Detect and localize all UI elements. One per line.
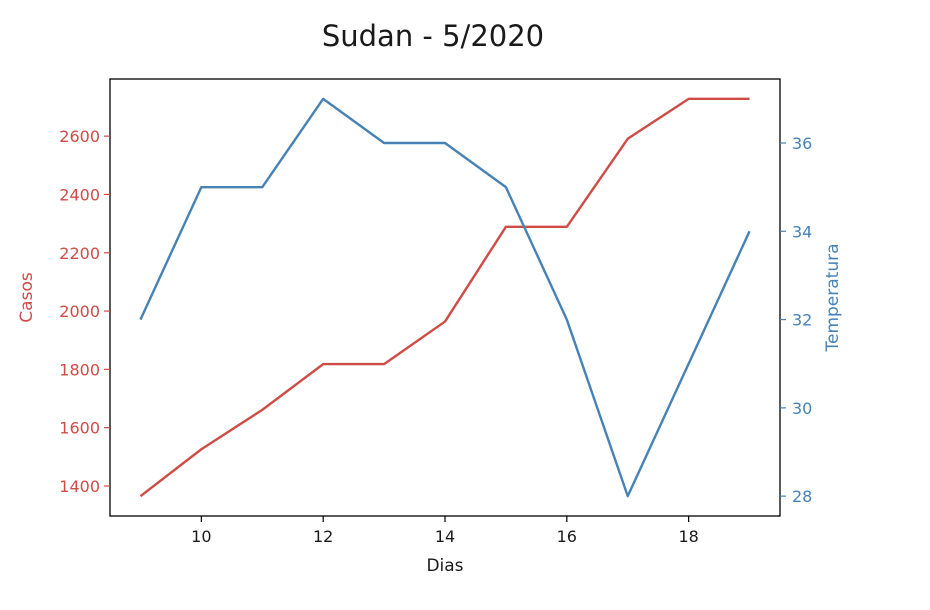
- y-right-tick-label: 32: [792, 311, 812, 330]
- y-left-tick-label: 2000: [59, 302, 100, 321]
- series-line-casos: [139, 97, 750, 498]
- x-axis-label: Dias: [426, 556, 463, 576]
- y-axis-right-label: Temperatura: [823, 243, 843, 352]
- x-tick-label: 16: [557, 527, 577, 546]
- series-line-temperatura: [139, 97, 751, 498]
- y-right-tick-label: 34: [792, 222, 812, 241]
- x-tick-label: 12: [313, 527, 333, 546]
- y-left-tick-label: 2200: [59, 244, 100, 263]
- x-tick-label: 18: [678, 527, 698, 546]
- y-left-tick-label: 1600: [59, 419, 100, 438]
- y-right-tick-label: 36: [792, 134, 812, 153]
- x-tick-label: 10: [191, 527, 211, 546]
- chart-title: Sudan - 5/2020: [322, 19, 544, 53]
- y-axis-left-label: Casos: [17, 272, 37, 323]
- y-left-tick-label: 2600: [59, 127, 100, 146]
- plot-frame: [109, 78, 781, 517]
- y-right-tick-label: 28: [792, 487, 812, 506]
- y-left-tick-label: 1800: [59, 360, 100, 379]
- y-left-tick-label: 2400: [59, 185, 100, 204]
- x-tick-label: 14: [435, 527, 455, 546]
- y-left-tick-label: 1400: [59, 477, 100, 496]
- y-right-tick-label: 30: [792, 399, 812, 418]
